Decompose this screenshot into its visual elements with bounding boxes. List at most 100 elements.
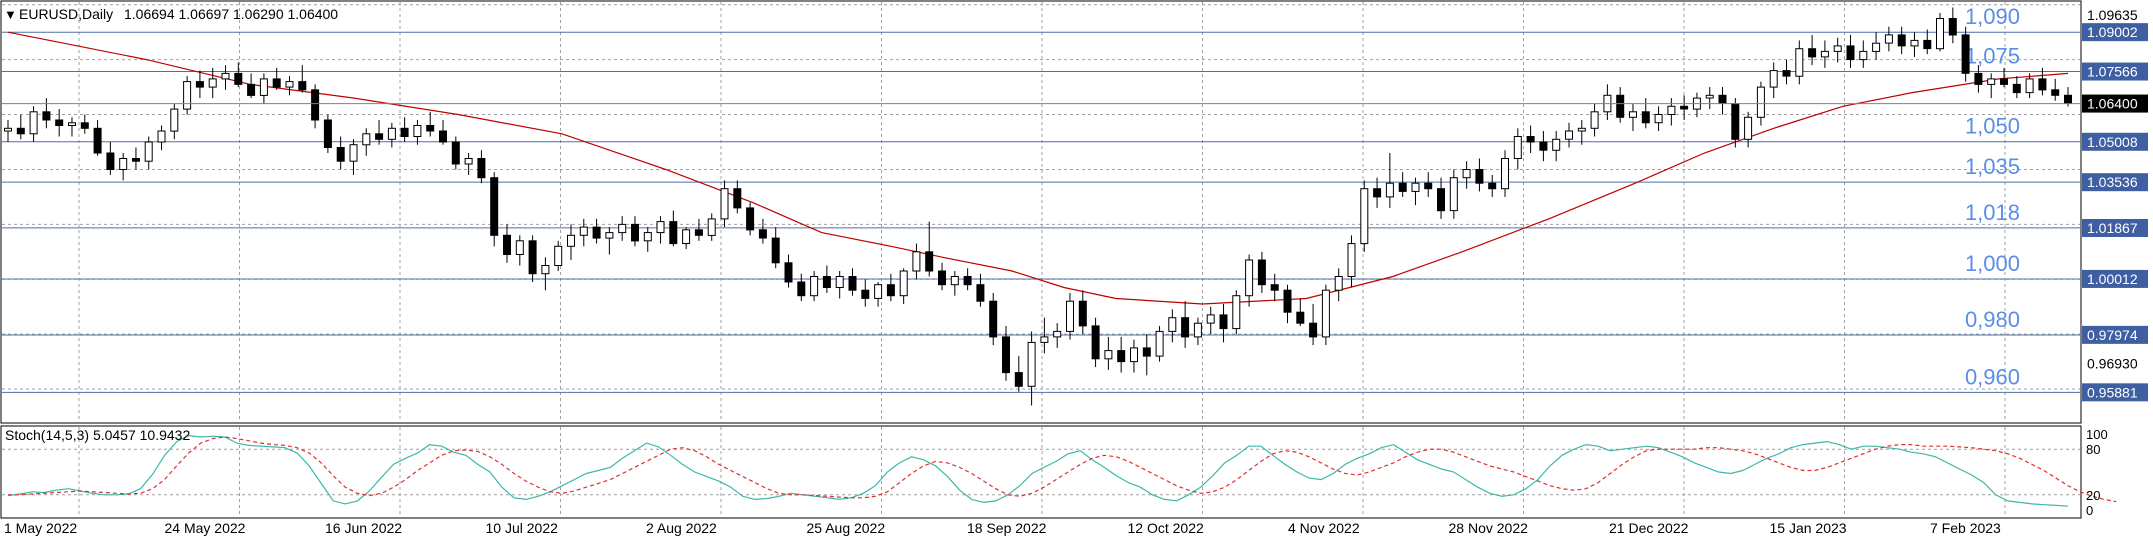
bullish-candle <box>1462 169 1471 179</box>
bullish-candle <box>119 158 128 170</box>
bullish-candle <box>259 78 268 96</box>
stochastic-axis-label: 100 <box>2086 427 2108 442</box>
price-tag-box <box>2082 383 2148 402</box>
bullish-candle <box>682 229 691 245</box>
bearish-candle <box>989 300 998 338</box>
bullish-candle <box>208 78 217 88</box>
bullish-candle <box>1756 86 1765 118</box>
bullish-candle <box>567 234 575 247</box>
bullish-candle <box>464 158 473 165</box>
bearish-candle <box>451 141 460 165</box>
bearish-candle <box>1948 18 1957 36</box>
bullish-candle <box>1066 300 1074 332</box>
bearish-candle <box>925 251 934 272</box>
bearish-candle <box>2064 94 2072 105</box>
bullish-candle <box>183 81 192 110</box>
price-tag-text: 1.00012 <box>2087 271 2138 287</box>
bearish-candle <box>1296 311 1305 324</box>
triangle-down-icon[interactable]: ▼ <box>4 7 17 22</box>
price-tag-text: 1.05008 <box>2087 134 2138 150</box>
bullish-candle <box>1501 158 1509 190</box>
bullish-candle <box>1590 111 1599 129</box>
bearish-candle <box>1424 182 1433 190</box>
date-axis-label: 21 Dec 2022 <box>1609 520 1689 536</box>
bullish-candle <box>157 130 166 143</box>
bearish-candle <box>1002 336 1010 374</box>
bullish-candle <box>515 240 524 256</box>
bullish-candle <box>541 265 550 275</box>
bearish-candle <box>1488 182 1497 190</box>
bearish-candle <box>848 276 857 291</box>
bullish-candle <box>68 122 76 127</box>
date-axis-label: 10 Jul 2022 <box>486 520 559 536</box>
bullish-candle <box>1987 78 1996 85</box>
bearish-candle <box>1782 70 1791 77</box>
price-tag-box <box>2082 132 2148 151</box>
bullish-candle <box>1552 138 1561 151</box>
bullish-candle <box>643 232 652 242</box>
bearish-candle <box>298 81 307 91</box>
bullish-candle <box>1168 317 1177 332</box>
price-tag-box <box>2082 325 2148 344</box>
bearish-candle <box>503 234 511 256</box>
bearish-candle <box>477 158 486 179</box>
bullish-candle <box>1705 94 1714 99</box>
bearish-candle <box>1309 322 1318 338</box>
price-axis-label: 0.96930 <box>2087 356 2138 372</box>
current-price-tag <box>2082 94 2148 113</box>
price-tag-text: 1.03536 <box>2087 174 2138 190</box>
price-level-label: 0,960 <box>1965 364 2020 389</box>
bullish-candle <box>874 284 883 299</box>
bullish-candle <box>1360 188 1369 245</box>
date-axis-label: 15 Jan 2023 <box>1770 520 1847 536</box>
stochastic-lines <box>2 434 2117 507</box>
bullish-candle <box>1795 48 1804 77</box>
bullish-candle <box>1744 116 1753 140</box>
bearish-candle <box>16 127 25 135</box>
price-tag-text: 1.07566 <box>2087 64 2138 80</box>
bullish-candle <box>1232 295 1241 330</box>
bullish-candle <box>1040 336 1049 343</box>
bearish-candle <box>1091 325 1100 360</box>
bearish-candle <box>195 81 204 88</box>
bearish-candle <box>1437 188 1445 212</box>
bullish-candle <box>1347 243 1356 278</box>
bearish-candle <box>1283 289 1292 313</box>
price-pane-frame <box>0 0 2082 424</box>
bearish-candle <box>1014 372 1023 387</box>
bearish-candle <box>1219 314 1228 330</box>
bullish-candle <box>1884 34 1893 44</box>
bullish-candle <box>1565 130 1573 140</box>
bearish-candle <box>2000 78 2008 85</box>
bearish-candle <box>938 270 946 286</box>
moving-average-line <box>7 31 2069 305</box>
bullish-candle <box>1193 322 1202 338</box>
bullish-candle <box>1820 50 1829 58</box>
bearish-candle <box>426 125 435 132</box>
date-axis-label: 24 May 2022 <box>165 520 246 536</box>
bearish-candle <box>669 221 678 245</box>
date-axis-label: 7 Feb 2023 <box>1930 520 2001 536</box>
price-level-label: 1,050 <box>1965 114 2020 139</box>
bearish-candle <box>1731 103 1740 140</box>
bullish-candle <box>1629 111 1637 118</box>
moving-average-polyline <box>7 31 2069 305</box>
current-price-text: 1.06400 <box>2087 96 2138 112</box>
bullish-candle <box>950 276 959 286</box>
bullish-candle <box>707 218 716 236</box>
price-tag-text: 0.97974 <box>2087 327 2138 343</box>
bullish-candle <box>579 226 588 236</box>
bullish-candle <box>1411 182 1420 192</box>
bearish-candle <box>758 229 767 239</box>
bearish-candle <box>375 133 384 140</box>
bearish-candle <box>1539 141 1548 151</box>
bearish-candle <box>2012 83 2021 94</box>
chart-header: ▼ EURUSD,Daily 1.06694 1.06697 1.06290 1… <box>4 6 338 22</box>
bullish-candle <box>1513 136 1522 159</box>
bearish-candle <box>1808 48 1817 58</box>
bullish-candle <box>387 127 396 140</box>
bullish-candle <box>1859 50 1868 61</box>
bullish-candle <box>1245 259 1254 297</box>
bullish-candle <box>720 188 729 220</box>
